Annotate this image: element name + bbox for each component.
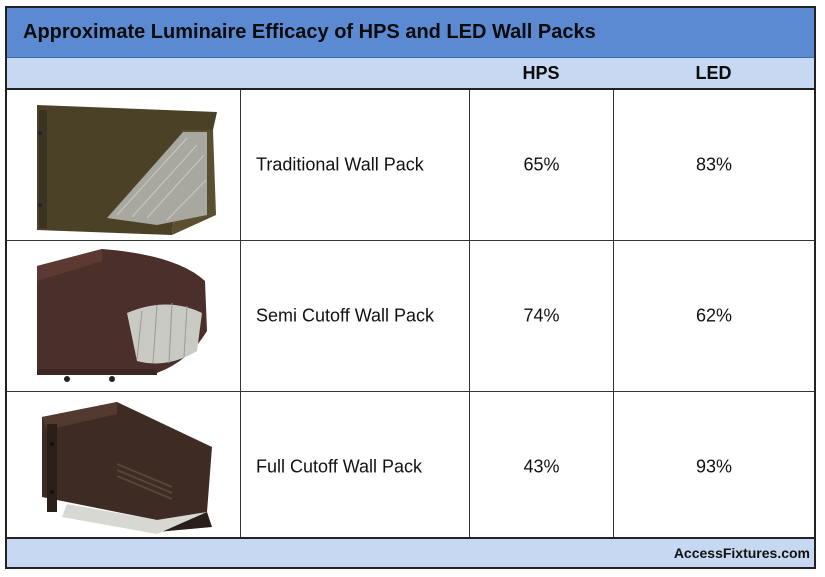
column-header-led: LED xyxy=(695,63,732,83)
fixture-name: Full Cutoff Wall Pack xyxy=(256,456,423,477)
led-efficacy: 83% xyxy=(695,154,733,175)
table-title-bar: Approximate Luminaire Efficacy of HPS an… xyxy=(7,8,814,58)
column-header-row: HPS LED xyxy=(7,58,814,90)
hps-efficacy: 43% xyxy=(523,456,560,477)
traditional-wall-pack-image xyxy=(7,90,240,240)
led-efficacy: 93% xyxy=(695,456,733,477)
efficacy-table: Approximate Luminaire Efficacy of HPS an… xyxy=(5,6,816,569)
table-title: Approximate Luminaire Efficacy of HPS an… xyxy=(23,21,596,43)
led-efficacy: 62% xyxy=(695,305,733,326)
full-cutoff-wall-pack-image xyxy=(7,392,240,542)
table-footer: AccessFixtures.com xyxy=(7,537,814,567)
fixture-name: Traditional Wall Pack xyxy=(256,154,424,175)
fixture-name: Semi Cutoff Wall Pack xyxy=(256,305,435,326)
hps-efficacy: 65% xyxy=(523,154,560,175)
table-row: Semi Cutoff Wall Pack 74% 62% xyxy=(7,240,814,391)
table-row: Traditional Wall Pack 65% 83% xyxy=(7,90,814,240)
hps-efficacy: 74% xyxy=(523,305,560,326)
semi-cutoff-wall-pack-image xyxy=(7,241,240,391)
table-row: Full Cutoff Wall Pack 43% 93% xyxy=(7,391,814,542)
source-credit: AccessFixtures.com xyxy=(673,545,810,561)
column-header-hps: HPS xyxy=(522,63,560,83)
